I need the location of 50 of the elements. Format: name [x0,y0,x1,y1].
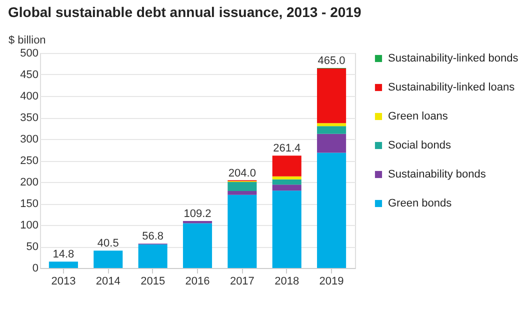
bar [228,191,257,195]
legend-label: Sustainability-linked loans [388,82,516,94]
total-label: 261.4 [273,142,301,155]
bar [228,182,257,192]
y-tick-label: 0 [32,262,38,274]
bar [317,152,346,268]
bar [272,179,302,185]
bar [317,68,346,124]
x-tick-label: 2014 [96,276,120,288]
bar [182,223,212,268]
x-tick-label: 2018 [274,276,300,288]
legend-label: Social bonds [388,140,452,152]
legend-label: Sustainability-linked bonds [388,52,519,64]
total-label: 465.0 [318,55,346,68]
y-tick-label: 50 [26,241,38,253]
legend-label: Green loans [388,110,448,122]
x-tick-label: 2017 [230,276,254,288]
bar [94,250,123,268]
x-tick-label: 2013 [51,276,76,288]
x-tick-label: 2015 [140,276,166,288]
bar [272,176,302,180]
total-label: 56.8 [142,230,164,243]
bar [317,134,346,153]
total-label: 14.8 [52,248,74,261]
x-tick-label: 2016 [185,276,210,288]
y-tick-label: 400 [20,90,38,102]
y-tick-label: 150 [20,198,38,210]
bar [272,156,302,176]
total-label: 204.0 [228,167,256,180]
bar [272,184,302,191]
legend-label: Sustainability bonds [388,168,486,180]
y-tick-label: 100 [20,220,38,232]
bar [317,126,346,134]
y-tick-label: 350 [20,112,38,124]
bar [228,194,257,268]
chart-title: Global sustainable debt annual issuance, 2013 - 2019 [8,4,362,20]
bar [48,262,78,268]
total-label: 40.5 [97,238,119,250]
y-tick-label: 450 [20,69,38,81]
x-tick-label: 2019 [319,276,344,288]
y-tick-label: 500 [20,48,38,60]
bar [138,244,168,268]
y-tick-label: 300 [20,134,38,146]
y-axis-title: $ billion [8,34,46,46]
bar [272,190,302,268]
total-label: 109.2 [184,208,212,220]
y-tick-label: 250 [20,155,38,167]
y-tick-label: 200 [20,176,38,188]
legend-label: Green bonds [388,198,452,210]
bar [317,123,346,126]
